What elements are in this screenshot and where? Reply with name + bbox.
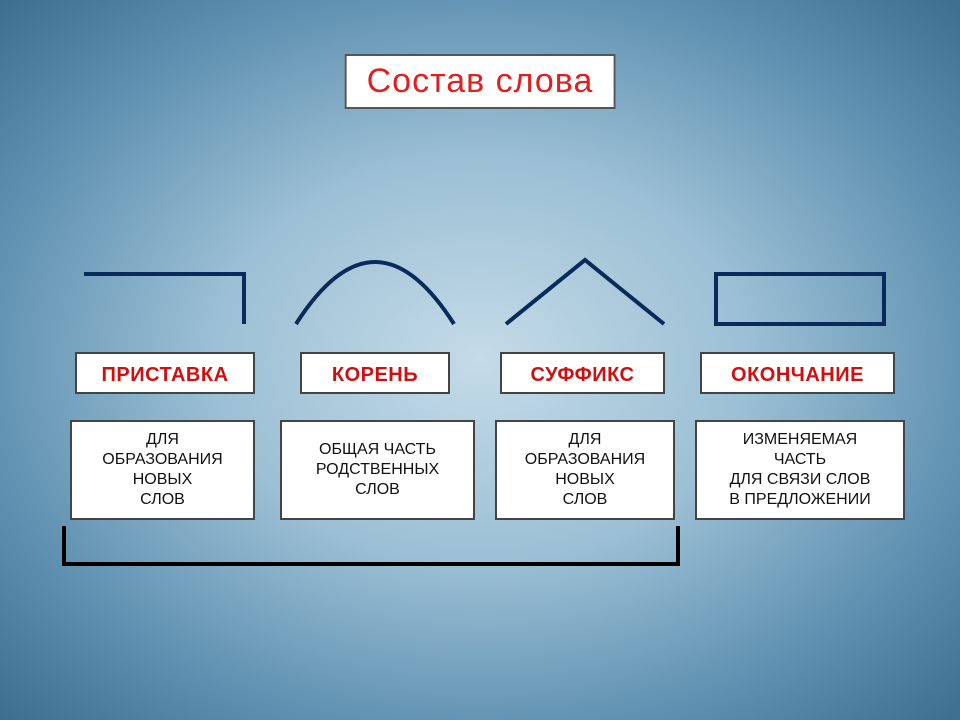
- diagram-title: Состав слова: [345, 54, 616, 109]
- desc-ending: ИЗМЕНЯЕМАЯЧАСТЬДЛЯ СВЯЗИ СЛОВВ ПРЕДЛОЖЕН…: [695, 420, 905, 520]
- prefix-symbol: [80, 230, 250, 330]
- base-bracket: [62, 526, 680, 566]
- desc-prefix: ДЛЯОБРАЗОВАНИЯНОВЫХСЛОВ: [70, 420, 255, 520]
- ending-symbol: [710, 230, 890, 330]
- label-prefix: ПРИСТАВКА: [75, 352, 255, 394]
- suffix-symbol: [500, 230, 670, 330]
- label-ending: ОКОНЧАНИЕ: [700, 352, 895, 394]
- desc-root: ОБЩАЯ ЧАСТЬРОДСТВЕННЫХСЛОВ: [280, 420, 475, 520]
- label-root: КОРЕНЬ: [300, 352, 450, 394]
- label-suffix: СУФФИКС: [500, 352, 665, 394]
- desc-suffix: ДЛЯОБРАЗОВАНИЯНОВЫХСЛОВ: [495, 420, 675, 520]
- root-symbol: [290, 230, 460, 330]
